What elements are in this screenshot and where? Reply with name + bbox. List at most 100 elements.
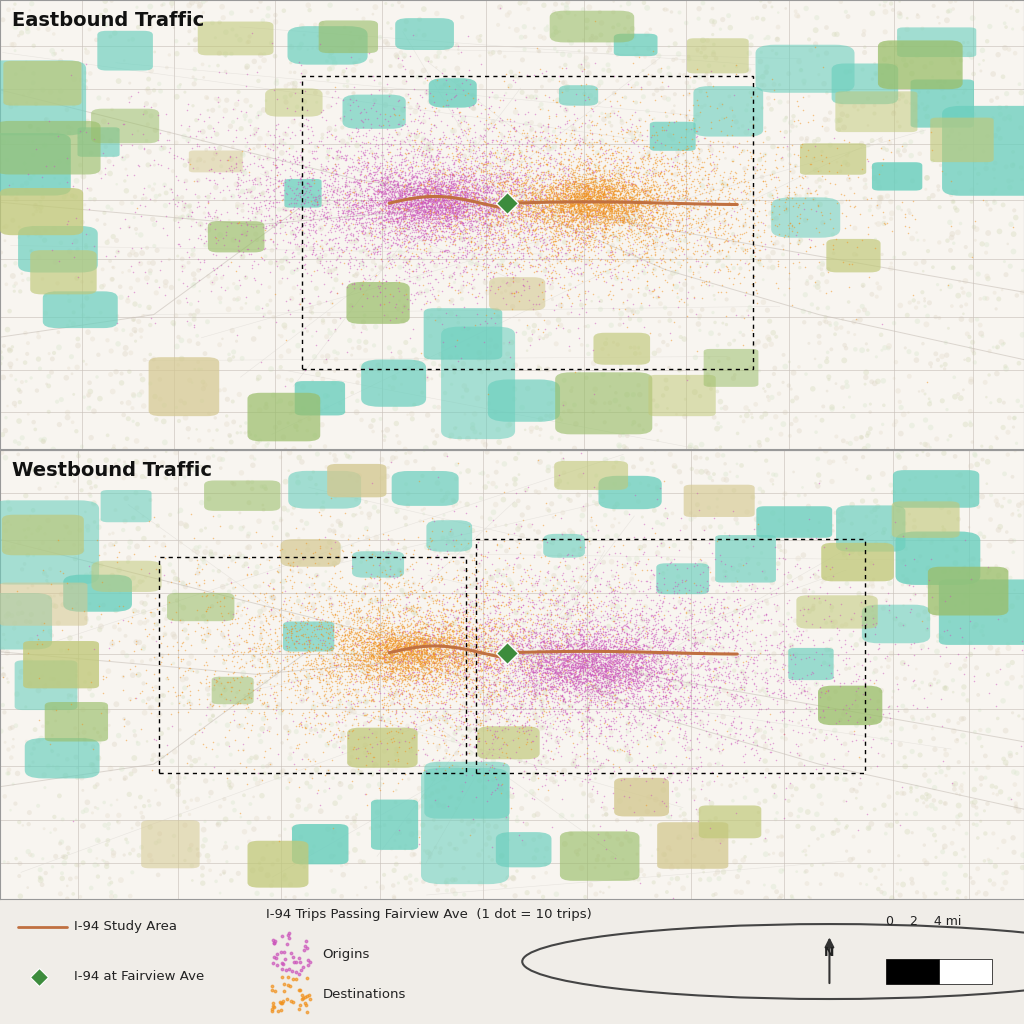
Point [620, 122, 636, 138]
Point [419, 185, 435, 202]
Point [422, 647, 438, 664]
Point [556, 621, 572, 637]
Point [399, 179, 416, 196]
Point [572, 187, 589, 204]
Point [359, 162, 376, 178]
Point [557, 260, 573, 276]
Point [478, 686, 495, 702]
Point [402, 208, 419, 224]
Point [735, 337, 752, 353]
Point [580, 243, 596, 259]
Point [468, 679, 484, 695]
Point [585, 145, 601, 162]
Point [544, 178, 560, 195]
Point [261, 279, 278, 295]
Point [589, 683, 605, 699]
Point [605, 187, 622, 204]
Point [577, 216, 593, 232]
Point [454, 629, 470, 645]
Point [406, 188, 422, 205]
Point [371, 198, 387, 214]
Point [304, 658, 321, 675]
Point [414, 682, 430, 698]
Point [670, 860, 686, 877]
Point [443, 617, 460, 634]
Point [553, 208, 569, 224]
Point [339, 177, 355, 194]
Point [512, 156, 528, 172]
Point [816, 732, 833, 749]
Point [614, 189, 631, 206]
Point [676, 654, 692, 671]
Point [388, 639, 404, 655]
Point [417, 658, 433, 675]
Point [412, 633, 428, 649]
Point [445, 494, 462, 510]
Point [700, 233, 717, 250]
Point [701, 138, 718, 155]
Point [267, 13, 284, 30]
Point [799, 187, 815, 204]
Point [781, 234, 798, 251]
Point [721, 823, 737, 840]
Point [128, 454, 144, 470]
Point [181, 700, 198, 717]
Point [952, 779, 969, 796]
Point [396, 151, 413, 167]
Point [558, 646, 574, 663]
Point [237, 165, 253, 181]
Point [257, 612, 273, 629]
Point [591, 157, 607, 173]
Point [427, 630, 443, 646]
Point [545, 577, 561, 593]
Point [414, 209, 430, 225]
Point [410, 659, 426, 676]
Point [500, 721, 516, 737]
Point [709, 532, 725, 549]
Point [394, 570, 411, 587]
Point [411, 108, 427, 124]
Point [179, 616, 196, 633]
Point [500, 637, 516, 653]
Point [503, 248, 519, 264]
Point [536, 30, 552, 46]
Point [351, 333, 368, 349]
Point [322, 683, 338, 699]
Point [640, 477, 656, 494]
Point [369, 203, 385, 219]
Point [607, 261, 624, 278]
Point [329, 708, 345, 724]
Point [606, 711, 623, 727]
Point [272, 643, 289, 659]
Point [573, 729, 590, 745]
Point [441, 648, 458, 665]
Point [373, 209, 389, 225]
Point [403, 637, 420, 653]
Point [383, 150, 399, 166]
Point [436, 191, 453, 208]
Point [486, 724, 503, 740]
Point [495, 203, 511, 219]
Point [270, 178, 287, 195]
Point [881, 788, 897, 805]
Point [581, 613, 597, 630]
Point [181, 693, 198, 710]
Point [360, 714, 377, 730]
Point [728, 169, 744, 185]
Point [387, 665, 403, 681]
Point [230, 716, 247, 732]
Point [523, 180, 540, 197]
Point [346, 646, 362, 663]
Point [600, 690, 616, 707]
Point [367, 181, 383, 198]
Point [410, 227, 426, 244]
Point [18, 182, 35, 199]
Point [773, 863, 790, 880]
Point [458, 173, 474, 189]
Point [318, 179, 335, 196]
Point [629, 195, 645, 211]
Point [489, 212, 506, 228]
Point [634, 651, 650, 668]
Point [525, 209, 542, 225]
Point [580, 230, 596, 247]
